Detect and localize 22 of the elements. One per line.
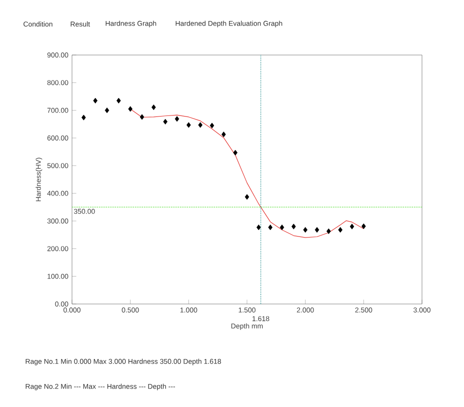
point [292, 224, 296, 230]
point [350, 224, 354, 230]
point [174, 116, 180, 122]
point [163, 118, 168, 124]
point [198, 122, 202, 128]
point [314, 227, 320, 233]
point [82, 114, 86, 120]
point [338, 227, 342, 233]
point [210, 122, 214, 128]
point [116, 98, 121, 104]
point [280, 224, 284, 230]
point [244, 194, 250, 200]
point [222, 132, 226, 138]
point [303, 227, 308, 233]
point [93, 98, 98, 104]
point [256, 224, 261, 230]
point [268, 224, 272, 230]
point [140, 114, 144, 120]
point [186, 122, 191, 128]
point [128, 106, 132, 112]
point [104, 108, 110, 114]
point [233, 150, 238, 156]
